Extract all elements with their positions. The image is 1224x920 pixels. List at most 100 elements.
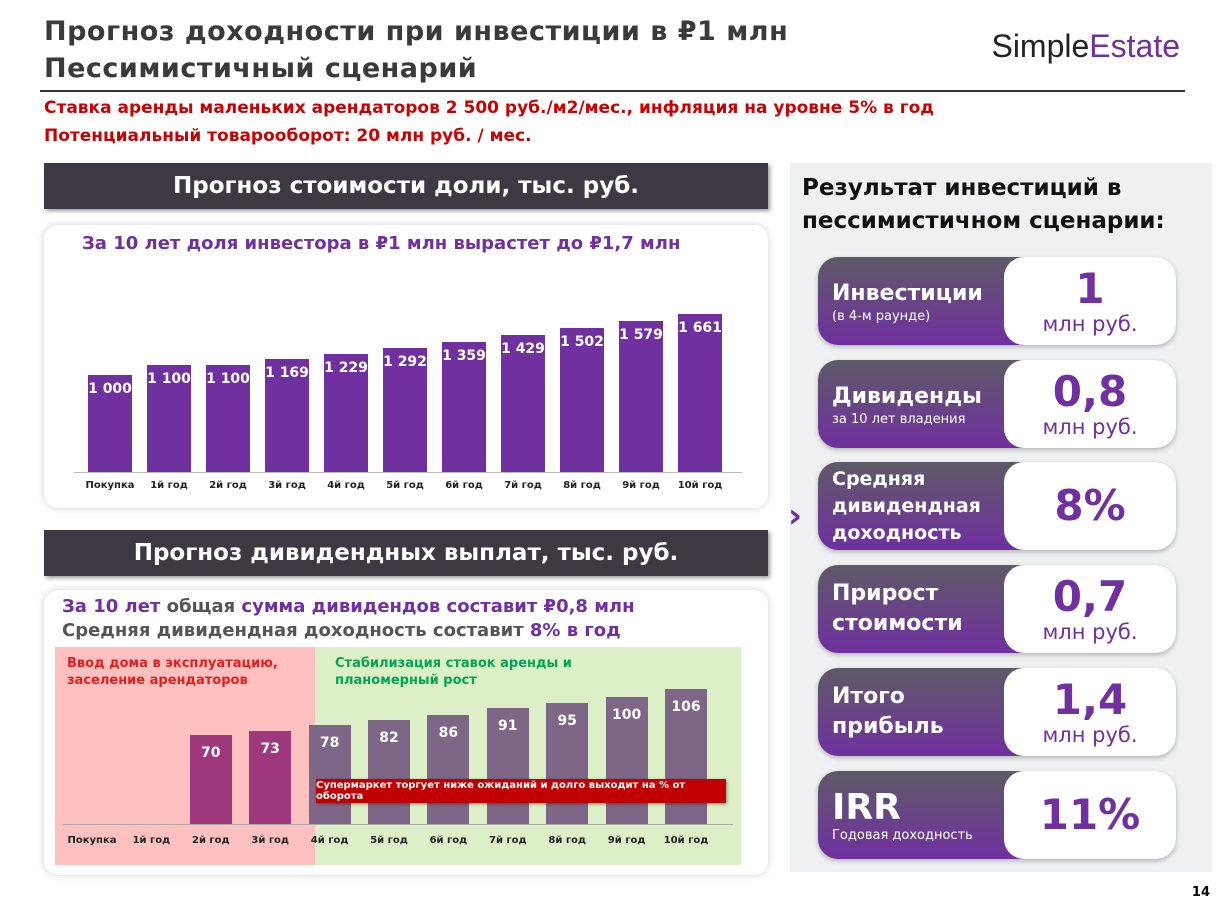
logo-text-estate: Estate: [1089, 28, 1180, 64]
x-tick-label: 9й год: [622, 480, 660, 491]
logo-text-simple: Simple: [991, 28, 1090, 64]
bar: 1 661: [678, 313, 722, 472]
bar: 100: [605, 697, 648, 824]
logo: SimpleEstate: [991, 28, 1180, 65]
bar: 1 100: [206, 365, 250, 472]
result-value: 11%: [1004, 771, 1176, 859]
result-value: 0,7 млн руб.: [1004, 565, 1176, 653]
x-tick-label: 5й год: [386, 480, 424, 491]
annotation-box: Супермаркет торгует ниже ожиданий и долг…: [316, 779, 726, 803]
x-tick-label: 10й год: [677, 480, 723, 491]
x-tick-label: 4й год: [310, 835, 349, 846]
bar-value-label: 100: [611, 707, 642, 723]
bar: 82: [368, 719, 410, 824]
zone-stabilization-label: Стабилизация ставок аренды и планомерный…: [335, 656, 572, 688]
result-value: 8%: [1004, 462, 1176, 550]
bar-value-label: 1 292: [383, 353, 427, 370]
bar-value-label: 70: [201, 745, 221, 762]
bar-value-label: 1 169: [265, 365, 309, 382]
bar: 70: [189, 735, 232, 824]
dividends-subtitle-2: Средняя дивидендная доходность составит …: [62, 620, 621, 641]
page-title: Прогноз доходности при инвестиции в ₽1 м…: [44, 16, 789, 47]
zone-commissioning-label: Ввод дома в эксплуатацию, заселение арен…: [67, 656, 278, 688]
x-tick-label: 3й год: [268, 480, 306, 491]
bar-value-label: 1 429: [501, 341, 545, 358]
x-tick-label: 5й год: [370, 835, 408, 846]
x-tick-label: 3й год: [251, 835, 289, 846]
result-card: Средняя дивидендная доходность 8%: [818, 462, 1176, 550]
result-label: Итого прибыль: [832, 668, 1012, 756]
sub-part: Средняя дивидендная доходность составит: [62, 620, 530, 641]
bar: 106: [665, 689, 707, 824]
x-tick-label: 7й год: [504, 480, 542, 491]
bar: 1 169: [265, 359, 309, 472]
bar-value-label: 1 661: [678, 319, 722, 336]
chevron-right-icon: ›: [788, 496, 803, 536]
share-value-chart: 1 000 Покупка 1 100 1й год 1 100 2й год 1 169 3…: [44, 225, 768, 508]
result-label-note: (в 4-м раунде): [832, 308, 931, 324]
result-label: Прирост стоимости: [832, 565, 1012, 653]
dividends-chart: Ввод дома в эксплуатацию, заселение арен…: [55, 647, 741, 865]
result-label-note: Годовая доходность: [832, 827, 973, 843]
bar: 86: [427, 714, 470, 824]
bar: 78: [308, 724, 351, 824]
result-unit: млн руб.: [1042, 312, 1138, 336]
dividends-card: За 10 лет общая сумма дивидендов состави…: [44, 590, 768, 875]
result-number: 1: [1075, 264, 1105, 313]
results-title: Результат инвестиций в пессимистичном сц…: [802, 175, 1165, 234]
x-tick-label: 4й год: [327, 480, 365, 491]
result-number: 0,7: [1052, 572, 1128, 621]
result-number: 11%: [1039, 790, 1141, 839]
result-label: IRR Годовая доходность: [832, 771, 1012, 859]
result-number: 1,4: [1052, 675, 1128, 724]
bar: 1 429: [501, 335, 545, 472]
bar: 95: [546, 703, 589, 824]
page-subtitle: Пессимистичный сценарий: [44, 53, 478, 84]
result-label-main: Инвестиции: [832, 280, 983, 306]
sub-part: За 10 лет: [62, 596, 161, 617]
sub-part: сумма дивидендов составит ₽0,8 млн: [241, 596, 635, 617]
share-value-header: Прогноз стоимости доли, тыс. руб.: [44, 163, 768, 209]
result-label-main: Прирост стоимости: [832, 581, 963, 636]
share-value-card: За 10 лет доля инвестора в ₽1 млн выраст…: [44, 225, 768, 508]
result-label: Дивиденды за 10 лет владения: [832, 360, 1012, 448]
bar-value-label: 82: [379, 729, 399, 746]
x-tick-label: 6й год: [429, 835, 468, 846]
bar-value-label: 1 579: [619, 327, 663, 344]
x-tick-label: 9й год: [607, 835, 646, 846]
x-tick-label: 8й год: [563, 480, 601, 491]
bar: 1 100: [147, 365, 191, 472]
sub-part: 8% в год: [529, 620, 621, 641]
x-axis: [74, 472, 742, 473]
bar-value-label: 1 100: [206, 371, 250, 388]
dividends-header: Прогноз дивидендных выплат, тыс. руб.: [44, 530, 768, 576]
bar: 91: [486, 708, 529, 824]
page-number: 14: [1191, 885, 1210, 900]
assumption-note: Ставка аренды маленьких арендаторов 2 50…: [44, 98, 934, 118]
bar-value-label: 1 229: [324, 359, 368, 376]
bar-value-label: 73: [260, 741, 280, 758]
result-number: 0,8: [1052, 367, 1128, 416]
x-axis: [63, 824, 733, 825]
result-label: Средняя дивидендная доходность: [832, 462, 1012, 550]
result-card: Инвестиции (в 4-м раунде) 1 млн руб.: [818, 257, 1176, 345]
x-tick-label: 1й год: [150, 480, 188, 491]
result-unit: млн руб.: [1042, 723, 1138, 747]
share-value-subtitle: За 10 лет доля инвестора в ₽1 млн выраст…: [82, 233, 681, 254]
x-tick-label: 1й год: [132, 835, 171, 846]
bar-value-label: 1 502: [560, 334, 604, 351]
divider: [40, 90, 1185, 92]
result-unit: млн руб.: [1042, 620, 1138, 644]
x-tick-label: Покупка: [85, 480, 135, 491]
x-tick-label: 2й год: [209, 480, 247, 491]
x-tick-label: 10й год: [663, 835, 709, 846]
bar-value-label: 95: [557, 713, 577, 730]
bar: 1 229: [324, 353, 368, 472]
result-card: IRR Годовая доходность 11%: [818, 771, 1176, 859]
x-tick-label: 8й год: [548, 835, 586, 846]
bar-value-label: 1 100: [147, 371, 191, 388]
turnover-note: Потенциальный товарооборот: 20 млн руб. …: [44, 126, 532, 146]
result-label-note: за 10 лет владения: [832, 411, 966, 427]
result-value: 1 млн руб.: [1004, 257, 1176, 345]
bar-value-label: 1 000: [88, 380, 132, 397]
